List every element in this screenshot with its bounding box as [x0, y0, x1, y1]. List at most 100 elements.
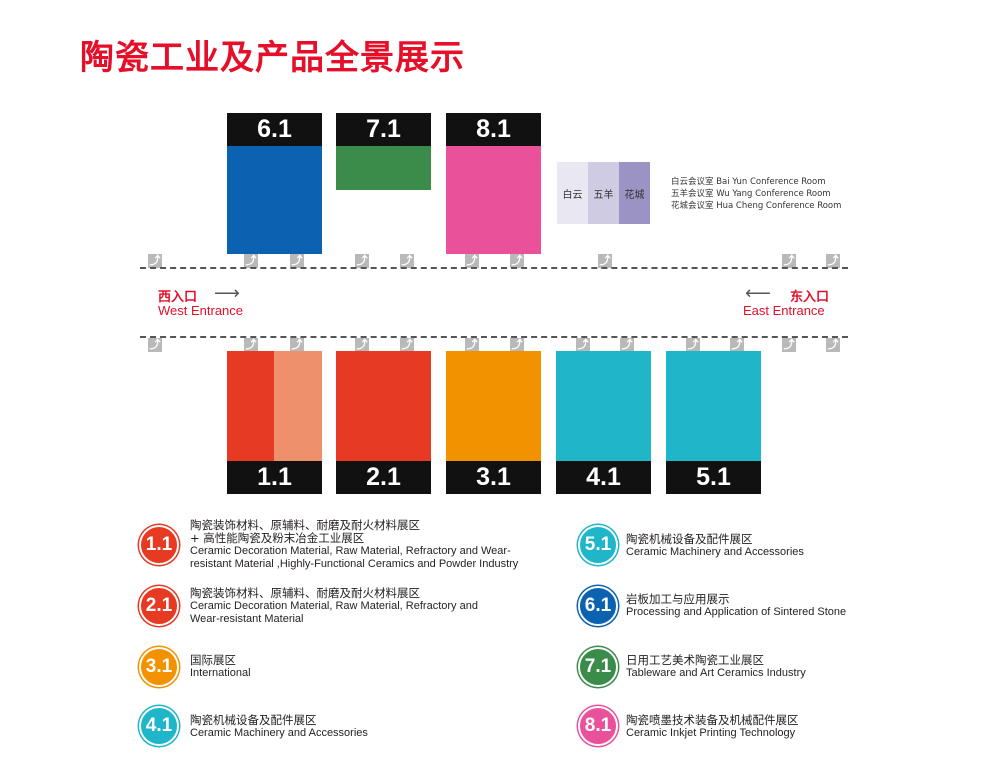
room-note-baiyun: 白云会议室 Bai Yun Conference Room	[671, 177, 826, 187]
legend-item-8-1: 陶瓷喷墨技术装备及机械配件展区 Ceramic Inkjet Printing …	[626, 714, 799, 740]
legend-line: 陶瓷装饰材料、原辅料、耐磨及耐火材料展区	[190, 586, 420, 600]
legend-line: 陶瓷机械设备及配件展区	[626, 532, 753, 546]
hall-2-1-label: 2.1	[336, 461, 431, 494]
hall-3-1-block	[446, 351, 541, 461]
stair-icon: ⤴	[598, 254, 612, 268]
arrow-left-icon: ⟵	[745, 283, 771, 303]
stair-icon: ⤴	[510, 254, 524, 268]
legend-line: International	[190, 667, 251, 679]
legend-line: Ceramic Machinery and Accessories	[190, 727, 368, 739]
legend-badge-6-1: 6.1	[578, 586, 618, 626]
stair-icon: ⤴	[244, 254, 258, 268]
legend-line: 日用工艺美术陶瓷工业展区	[626, 653, 764, 667]
legend-item-6-1: 岩板加工与应用展示 Processing and Application of …	[626, 593, 846, 619]
legend-badge-1-1: 1.1	[139, 525, 179, 565]
legend-line: 岩板加工与应用展示	[626, 592, 730, 606]
legend-line: 陶瓷喷墨技术装备及机械配件展区	[626, 713, 799, 727]
legend-line: Ceramic Decoration Material, Raw Materia…	[190, 600, 478, 612]
stair-icon: ⤴	[826, 338, 840, 352]
legend-item-2-1: 陶瓷装饰材料、原辅料、耐磨及耐火材料展区 Ceramic Decoration …	[190, 587, 478, 626]
hall-6-1-block	[227, 146, 322, 254]
stair-icon: ⤴	[465, 338, 479, 352]
legend-item-3-1: 国际展区 International	[190, 654, 251, 680]
legend-item-7-1: 日用工艺美术陶瓷工业展区 Tableware and Art Ceramics …	[626, 654, 806, 680]
room-notes: 白云会议室 Bai Yun Conference Room 五羊会议室 Wu Y…	[671, 176, 841, 212]
corridor-line-bottom	[140, 336, 848, 338]
hall-4-1[interactable]: 4.1	[556, 351, 651, 494]
west-entrance-en[interactable]: West Entrance	[158, 303, 244, 318]
legend-badge-4-1: 4.1	[139, 706, 179, 746]
stair-icon: ⤴	[782, 338, 796, 352]
legend-line: Ceramic Machinery and Accessories	[626, 546, 804, 558]
legend-line: 陶瓷装饰材料、原辅料、耐磨及耐火材料展区	[190, 518, 420, 532]
east-entrance-cn: 东入口	[790, 290, 830, 305]
legend-item-1-1: 陶瓷装饰材料、原辅料、耐磨及耐火材料展区 + 高性能陶瓷及粉末冶金工业展区 Ce…	[190, 519, 518, 571]
stair-icon: ⤴	[244, 338, 258, 352]
room-huacheng[interactable]: 花城	[619, 162, 650, 224]
hall-8-1-label: 8.1	[446, 113, 541, 146]
legend-line: Ceramic Inkjet Printing Technology	[626, 727, 796, 739]
hall-4-1-block	[556, 351, 651, 461]
legend-badge-3-1: 3.1	[139, 647, 179, 687]
stair-icon: ⤴	[400, 338, 414, 352]
stair-icon: ⤴	[826, 254, 840, 268]
hall-1-1-block-a	[227, 351, 274, 461]
stair-icon: ⤴	[510, 338, 524, 352]
stair-icon: ⤴	[355, 254, 369, 268]
stair-icon: ⤴	[400, 254, 414, 268]
hall-6-1-label: 6.1	[227, 113, 322, 146]
legend-line: 国际展区	[190, 653, 236, 667]
conference-rooms: 白云 五羊 花城	[557, 162, 650, 224]
legend-line: Processing and Application of Sintered S…	[626, 606, 847, 618]
room-note-wuyang: 五羊会议室 Wu Yang Conference Room	[671, 189, 831, 199]
hall-2-1-block	[336, 351, 431, 461]
legend-badge-2-1: 2.1	[139, 586, 179, 626]
stair-icon: ⤴	[290, 254, 304, 268]
legend-badge-8-1: 8.1	[578, 706, 618, 746]
hall-8-1[interactable]: 8.1	[446, 113, 541, 254]
legend-line: 陶瓷机械设备及配件展区	[190, 713, 317, 727]
legend-badge-5-1: 5.1	[578, 525, 618, 565]
hall-7-1-block	[336, 146, 431, 190]
east-entrance-en[interactable]: East Entrance	[743, 303, 825, 318]
stair-icon: ⤴	[290, 338, 304, 352]
hall-5-1[interactable]: 5.1	[666, 351, 761, 494]
room-baiyun[interactable]: 白云	[557, 162, 588, 224]
legend-line: Tableware and Art Ceramics Industry	[626, 667, 806, 679]
hall-7-1-label: 7.1	[336, 113, 431, 146]
hall-1-1-label: 1.1	[227, 461, 322, 494]
stair-icon: ⤴	[355, 338, 369, 352]
legend-line: + 高性能陶瓷及粉末冶金工业展区	[190, 531, 365, 545]
legend-line: resistant Material ,Highly-Functional Ce…	[190, 558, 519, 570]
stair-icon: ⤴	[576, 338, 590, 352]
stair-icon: ⤴	[782, 254, 796, 268]
legend-line: Ceramic Decoration Material, Raw Materia…	[190, 545, 511, 557]
hall-5-1-label: 5.1	[666, 461, 761, 494]
hall-2-1[interactable]: 2.1	[336, 351, 431, 494]
west-entrance-cn: 西入口	[158, 290, 198, 305]
stair-icon: ⤴	[148, 338, 162, 352]
corridor-line-top	[140, 267, 848, 269]
page-title: 陶瓷工业及产品全景展示	[80, 38, 465, 78]
hall-3-1-label: 3.1	[446, 461, 541, 494]
hall-1-1[interactable]: 1.1	[227, 351, 322, 494]
legend-item-4-1: 陶瓷机械设备及配件展区 Ceramic Machinery and Access…	[190, 714, 368, 740]
stair-icon: ⤴	[620, 338, 634, 352]
legend-badge-7-1: 7.1	[578, 647, 618, 687]
hall-4-1-label: 4.1	[556, 461, 651, 494]
stair-icon: ⤴	[686, 338, 700, 352]
hall-3-1[interactable]: 3.1	[446, 351, 541, 494]
room-wuyang[interactable]: 五羊	[588, 162, 619, 224]
legend-line: Wear-resistant Material	[190, 613, 304, 625]
hall-6-1[interactable]: 6.1	[227, 113, 322, 254]
hall-7-1[interactable]: 7.1	[336, 113, 431, 190]
hall-8-1-block	[446, 146, 541, 254]
stair-icon: ⤴	[465, 254, 479, 268]
stair-icon: ⤴	[730, 338, 744, 352]
stair-icon: ⤴	[148, 254, 162, 268]
arrow-right-icon: ⟶	[214, 283, 240, 303]
hall-1-1-block-b	[274, 351, 322, 461]
hall-5-1-block	[666, 351, 761, 461]
legend-item-5-1: 陶瓷机械设备及配件展区 Ceramic Machinery and Access…	[626, 533, 804, 559]
room-note-huacheng: 花城会议室 Hua Cheng Conference Room	[671, 201, 842, 211]
